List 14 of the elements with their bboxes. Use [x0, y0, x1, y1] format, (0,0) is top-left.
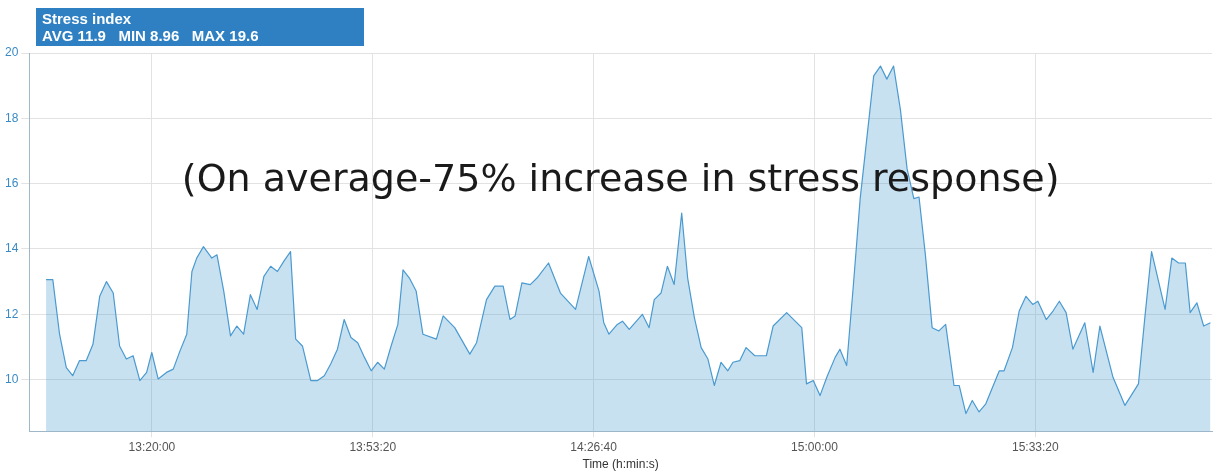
- x-tick-label: 15:00:00: [791, 439, 839, 454]
- chart-title: Stress index: [42, 10, 133, 27]
- x-tick-label: 15:33:20: [1011, 439, 1060, 454]
- chart-subtitle: AVG 11.9 MIN 8.96 MAX 19.6: [42, 27, 260, 44]
- x-tick-label: 13:20:00: [128, 439, 176, 454]
- y-tick-label: 14: [4, 241, 19, 256]
- y-tick-label: 10: [4, 371, 19, 386]
- y-tick-label: 12: [4, 306, 19, 321]
- x-tick-label: 14:26:40: [570, 439, 618, 454]
- x-axis-title: Time (h:min:s): [582, 457, 659, 472]
- y-tick-label: 16: [4, 175, 19, 190]
- y-tick-label: 18: [4, 110, 19, 125]
- y-tick-label: 20: [4, 45, 19, 60]
- x-tick-label: 13:53:20: [349, 439, 397, 454]
